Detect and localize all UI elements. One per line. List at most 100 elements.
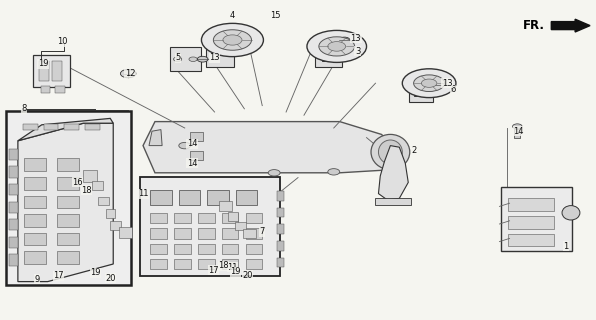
Bar bbox=[222, 213, 238, 223]
Bar bbox=[174, 259, 191, 269]
Bar bbox=[246, 228, 262, 239]
Bar bbox=[508, 216, 554, 229]
Bar bbox=[179, 190, 200, 205]
Bar bbox=[174, 213, 191, 223]
Bar bbox=[57, 196, 79, 208]
Bar bbox=[24, 196, 46, 208]
Circle shape bbox=[179, 142, 191, 149]
Bar bbox=[57, 233, 79, 245]
Text: 11: 11 bbox=[227, 263, 238, 272]
Bar bbox=[110, 221, 121, 230]
Bar bbox=[119, 227, 132, 238]
Text: 18: 18 bbox=[218, 261, 229, 270]
Bar bbox=[190, 151, 203, 160]
Circle shape bbox=[201, 23, 263, 57]
Bar bbox=[315, 49, 342, 67]
Bar bbox=[98, 197, 109, 205]
Bar bbox=[277, 208, 284, 217]
Bar bbox=[198, 228, 215, 239]
Ellipse shape bbox=[378, 140, 402, 164]
Circle shape bbox=[307, 30, 367, 62]
Circle shape bbox=[328, 169, 340, 175]
Text: 13: 13 bbox=[442, 79, 452, 88]
Text: 15: 15 bbox=[270, 12, 281, 20]
Bar bbox=[9, 254, 18, 266]
Text: 10: 10 bbox=[57, 37, 68, 46]
Bar bbox=[501, 187, 572, 251]
Text: 14: 14 bbox=[187, 140, 197, 148]
Bar bbox=[44, 124, 58, 130]
Bar bbox=[57, 158, 79, 171]
Text: FR.: FR. bbox=[523, 19, 545, 32]
Bar bbox=[218, 28, 241, 55]
Bar bbox=[150, 213, 167, 223]
Bar bbox=[24, 233, 46, 245]
Bar bbox=[198, 259, 215, 269]
Text: 13: 13 bbox=[209, 53, 220, 62]
Text: 19: 19 bbox=[230, 268, 241, 276]
Circle shape bbox=[173, 57, 182, 61]
Text: 14: 14 bbox=[187, 159, 197, 168]
Bar bbox=[514, 129, 520, 138]
Bar bbox=[414, 73, 438, 96]
Bar bbox=[235, 222, 246, 230]
Text: 14: 14 bbox=[513, 127, 524, 136]
Circle shape bbox=[402, 69, 456, 98]
Bar bbox=[277, 258, 284, 267]
Circle shape bbox=[421, 79, 437, 87]
Circle shape bbox=[414, 75, 445, 92]
Bar bbox=[207, 190, 229, 205]
Bar bbox=[150, 244, 167, 254]
Bar bbox=[64, 124, 79, 130]
Bar bbox=[57, 251, 79, 264]
Polygon shape bbox=[378, 146, 408, 200]
Circle shape bbox=[328, 42, 346, 51]
Bar bbox=[375, 198, 411, 205]
Bar bbox=[6, 111, 131, 285]
Circle shape bbox=[189, 57, 197, 61]
Circle shape bbox=[430, 82, 440, 88]
Circle shape bbox=[513, 124, 522, 129]
Bar bbox=[409, 85, 433, 102]
Bar bbox=[24, 251, 46, 264]
Text: 20: 20 bbox=[242, 271, 253, 280]
Polygon shape bbox=[18, 118, 113, 141]
Bar bbox=[170, 47, 201, 71]
Bar bbox=[508, 198, 554, 211]
Bar bbox=[190, 132, 203, 141]
Bar bbox=[228, 212, 238, 221]
Text: 19: 19 bbox=[90, 268, 101, 277]
Circle shape bbox=[120, 69, 136, 78]
Text: 1: 1 bbox=[564, 242, 569, 251]
Bar bbox=[9, 184, 18, 195]
Text: 16: 16 bbox=[72, 178, 83, 187]
Polygon shape bbox=[143, 122, 399, 173]
Bar bbox=[85, 124, 100, 130]
Polygon shape bbox=[149, 130, 162, 146]
Bar bbox=[57, 177, 79, 190]
Bar bbox=[206, 42, 234, 67]
Circle shape bbox=[213, 30, 252, 50]
Bar bbox=[9, 219, 18, 230]
Bar bbox=[277, 241, 284, 251]
Bar bbox=[9, 149, 18, 160]
Bar bbox=[277, 224, 284, 234]
Text: 9: 9 bbox=[35, 275, 39, 284]
Bar bbox=[24, 158, 46, 171]
Bar bbox=[243, 229, 256, 238]
Bar bbox=[222, 244, 238, 254]
Text: 5: 5 bbox=[175, 53, 180, 62]
FancyArrow shape bbox=[551, 19, 590, 32]
Bar bbox=[106, 209, 115, 218]
Bar bbox=[277, 191, 284, 201]
Bar bbox=[140, 177, 280, 276]
Bar bbox=[222, 228, 238, 239]
Text: 12: 12 bbox=[125, 69, 135, 78]
Text: 17: 17 bbox=[208, 266, 219, 275]
Text: 13: 13 bbox=[350, 34, 361, 43]
Bar bbox=[198, 244, 215, 254]
Bar bbox=[198, 213, 215, 223]
Text: 6: 6 bbox=[450, 85, 456, 94]
Bar bbox=[83, 170, 97, 182]
Bar bbox=[174, 244, 191, 254]
